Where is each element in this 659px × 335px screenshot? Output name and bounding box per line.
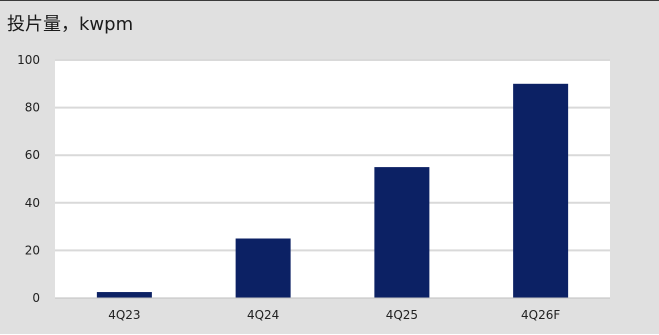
y-tick-label: 80 xyxy=(25,101,40,115)
y-tick-label: 20 xyxy=(25,243,40,257)
y-tick-label: 40 xyxy=(25,196,40,210)
y-tick-label: 60 xyxy=(25,148,40,162)
bar-4q25 xyxy=(374,167,430,298)
x-axis-tick-labels: 4Q23 4Q24 4Q25 4Q26F xyxy=(108,308,560,322)
bar-4q26f xyxy=(513,83,569,298)
chart-title: 投片量，kwpm xyxy=(7,14,134,35)
y-tick-label: 0 xyxy=(32,291,40,305)
x-tick-label: 4Q26F xyxy=(521,308,560,322)
bar-4q23 xyxy=(96,292,152,298)
y-axis-tick-labels: 0 20 40 60 80 100 xyxy=(17,53,40,305)
x-tick-label: 4Q24 xyxy=(247,308,279,322)
x-tick-label: 4Q25 xyxy=(386,308,418,322)
bar-4q24 xyxy=(235,238,291,298)
x-tick-label: 4Q23 xyxy=(108,308,140,322)
y-tick-label: 100 xyxy=(17,53,40,67)
bars xyxy=(96,83,569,298)
